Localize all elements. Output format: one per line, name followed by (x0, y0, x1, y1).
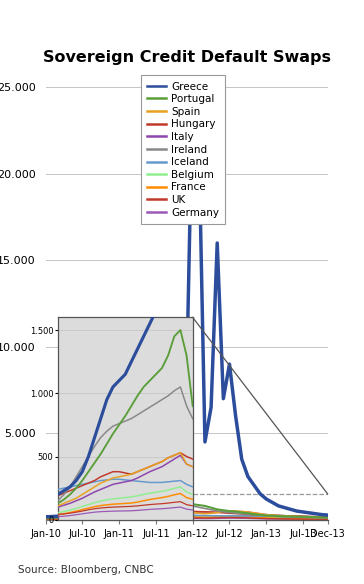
Title: Sovereign Credit Default Swaps: Sovereign Credit Default Swaps (43, 50, 331, 65)
Text: Source: Bloomberg, CNBC: Source: Bloomberg, CNBC (18, 565, 154, 575)
Legend: Greece, Portugal, Spain, Hungary, Italy, Ireland, Iceland, Belgium, France, UK, : Greece, Portugal, Spain, Hungary, Italy,… (141, 75, 225, 224)
